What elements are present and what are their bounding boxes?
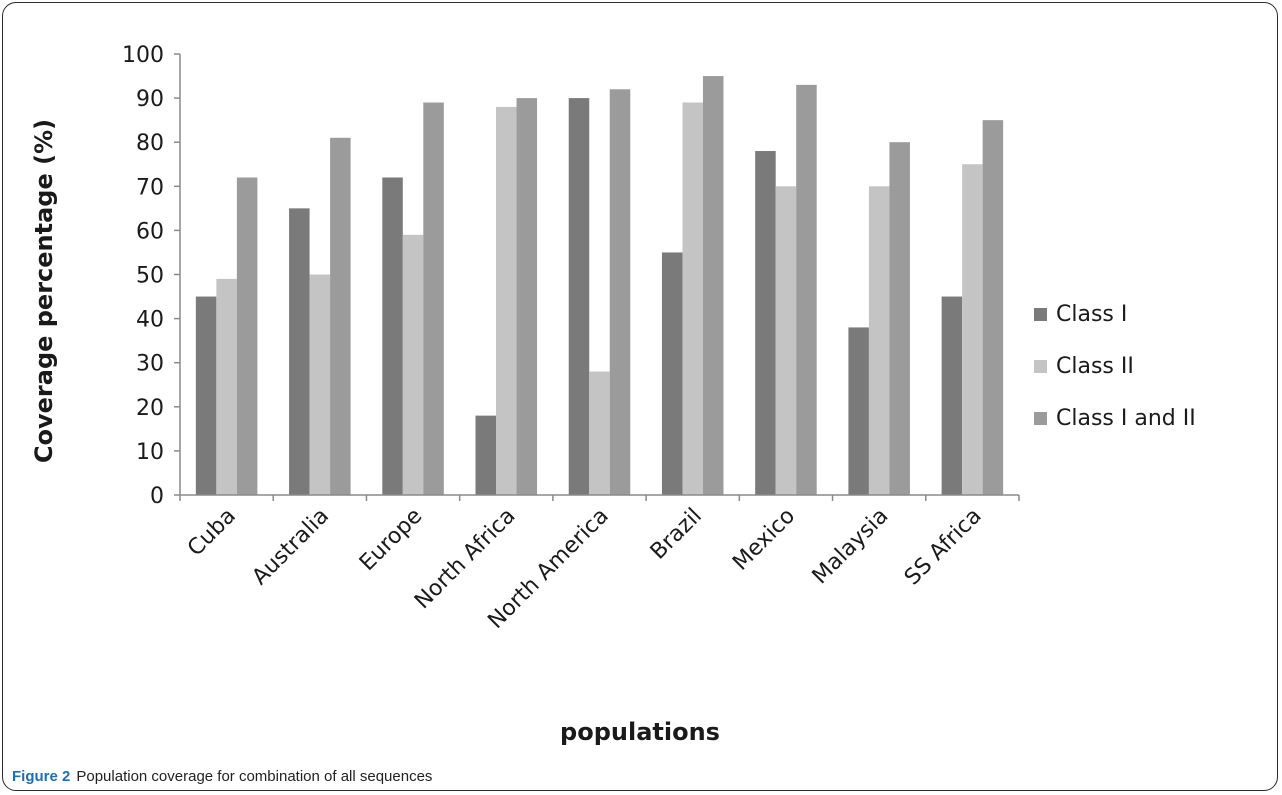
bar-class-i-europe [382, 177, 403, 496]
bar-class-ii-north-africa [496, 106, 517, 496]
bar-class-i-malaysia [848, 327, 869, 495]
y-axis-title: Coverage percentage (%) [30, 119, 58, 463]
bar-class-i-ss-africa [941, 296, 963, 495]
y-tick-label: 70 [136, 175, 164, 200]
legend-swatch [1034, 412, 1047, 425]
axes [179, 54, 1020, 501]
legend: Class I Class II Class I and II [1034, 302, 1196, 431]
bar-class-i-and-ii-europe [423, 102, 444, 495]
x-category-label: Malaysia [808, 504, 894, 590]
bar-class-ii-ss-africa [962, 164, 983, 495]
x-category-label: SS Africa [900, 504, 987, 591]
bar-class-i-cuba [195, 296, 217, 495]
figure-label: Figure 2 [12, 768, 71, 785]
x-category-label: Australia [248, 504, 334, 590]
x-category-label: Mexico [728, 504, 800, 576]
x-category-label: Cuba [183, 504, 241, 562]
y-tick-label: 30 [136, 352, 164, 377]
x-category-label: Europe [355, 504, 427, 576]
y-tick-label: 50 [136, 264, 164, 289]
y-tick-label: 40 [136, 308, 164, 333]
legend-swatch [1034, 308, 1047, 321]
legend-label: Class II [1056, 354, 1134, 379]
y-tick-label: 60 [136, 219, 164, 244]
bar-class-i-and-ii-north-africa [516, 98, 538, 495]
bar-class-ii-mexico [775, 186, 797, 496]
caption-text: Population coverage for combination of a… [76, 768, 433, 785]
legend-label: Class I and II [1056, 406, 1196, 431]
x-category-label: Brazil [646, 504, 707, 565]
x-axis-title: populations [560, 718, 720, 746]
bar-class-i-and-ii-malaysia [889, 142, 910, 495]
figure-caption: Figure 2 Population coverage for combinat… [12, 768, 432, 785]
bar-class-ii-cuba [216, 278, 237, 495]
bar-class-i-mexico [755, 151, 776, 495]
bar-class-ii-australia [309, 274, 331, 495]
bar-class-i-and-ii-mexico [796, 84, 817, 496]
y-tick-label: 10 [136, 440, 164, 465]
y-axis-ticks: 0 10 20 30 40 50 60 70 80 90 100 [122, 43, 180, 509]
bar-class-i-and-ii-brazil [702, 76, 724, 496]
bar-class-ii-north-america [589, 371, 610, 495]
y-tick-label: 0 [150, 484, 164, 509]
bar-class-ii-brazil [682, 102, 703, 495]
bar-class-i-and-ii-australia [330, 137, 351, 496]
bar-class-i-and-ii-cuba [236, 177, 258, 496]
y-tick-label: 80 [136, 131, 164, 156]
bar-class-ii-europe [402, 234, 424, 495]
bar-class-i-brazil [661, 252, 683, 495]
bar-class-i-north-america [568, 98, 590, 495]
legend-swatch [1034, 360, 1047, 373]
bar-class-i-north-africa [475, 415, 497, 495]
bar-class-ii-malaysia [868, 186, 890, 496]
y-tick-label: 100 [122, 43, 164, 68]
y-tick-label: 90 [136, 87, 164, 112]
y-tick-label: 20 [136, 396, 164, 421]
legend-label: Class I [1056, 302, 1127, 327]
bar-class-i-australia [289, 208, 310, 495]
bar-class-i-and-ii-north-america [609, 89, 631, 495]
bar-class-i-and-ii-ss-africa [982, 120, 1004, 496]
bars [195, 76, 1004, 496]
